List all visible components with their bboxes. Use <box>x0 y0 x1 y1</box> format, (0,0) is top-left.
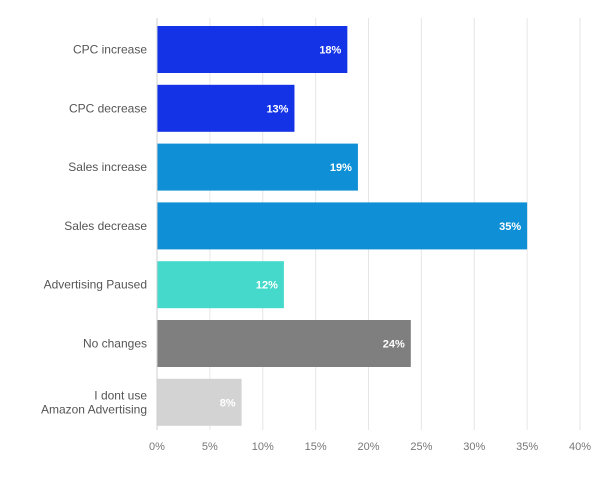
category-label-line: Sales decrease <box>64 219 147 233</box>
category-label-line: CPC decrease <box>69 101 147 115</box>
category-labels: CPC increase CPC decrease Sales increase Sa… <box>41 43 147 417</box>
bar <box>157 84 295 132</box>
category-label: CPC decrease <box>69 101 147 115</box>
x-axis-ticks: 0% 5% 10% 15% 20% 25% 30% 35% 40% <box>149 441 591 453</box>
category-label-line: I dont use <box>94 388 147 402</box>
data-label: 12% <box>256 280 278 292</box>
data-label: 24% <box>383 339 405 351</box>
data-label: 8% <box>220 397 236 409</box>
bar <box>157 202 528 250</box>
bar <box>157 26 348 73</box>
x-tick-label: 5% <box>202 441 218 453</box>
category-label: Advertising Paused <box>44 278 147 292</box>
x-tick-label: 20% <box>357 441 379 453</box>
category-label-line: No changes <box>83 337 147 351</box>
category-label: Sales decrease <box>64 219 147 233</box>
category-label: No changes <box>83 337 147 351</box>
category-label: CPC increase <box>73 43 147 57</box>
category-label: Sales increase <box>68 160 147 174</box>
data-label: 18% <box>319 45 341 57</box>
x-tick-label: 35% <box>516 441 538 453</box>
data-label: 13% <box>266 103 288 115</box>
category-label-line: Sales increase <box>68 160 147 174</box>
data-label: 35% <box>499 221 521 233</box>
bar <box>157 378 242 426</box>
category-label-line: Amazon Advertising <box>41 402 147 416</box>
bar <box>157 261 284 309</box>
x-tick-label: 10% <box>252 441 274 453</box>
category-label-line: Advertising Paused <box>44 278 147 292</box>
data-label: 19% <box>330 162 352 174</box>
x-tick-label: 40% <box>569 441 591 453</box>
bars: 18% 13% 19% 35% 12% 24% 8% <box>157 26 528 426</box>
bar <box>157 320 411 367</box>
x-tick-label: 15% <box>305 441 327 453</box>
x-tick-label: 0% <box>149 441 165 453</box>
bar <box>157 143 358 191</box>
category-label-line: CPC increase <box>73 43 147 57</box>
x-tick-label: 30% <box>463 441 485 453</box>
category-label: I dont use Amazon Advertising <box>41 388 147 416</box>
x-tick-label: 25% <box>410 441 432 453</box>
